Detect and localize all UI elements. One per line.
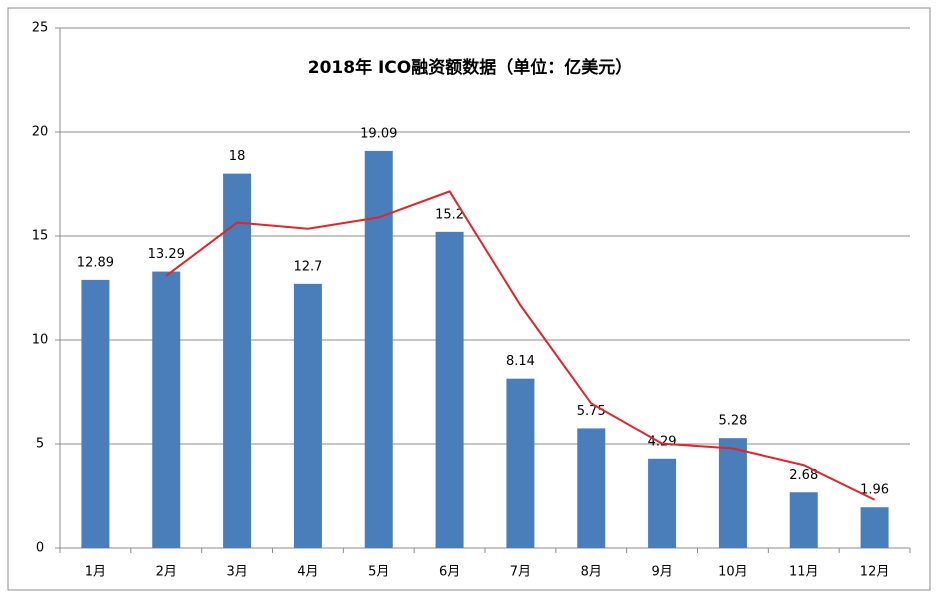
x-tick-label: 9月 — [651, 565, 672, 580]
x-tick-label: 6月 — [439, 565, 460, 580]
data-label: 15.2 — [435, 207, 464, 222]
bar — [152, 271, 181, 548]
x-tick-label: 3月 — [226, 565, 247, 580]
x-tick-label: 5月 — [368, 565, 389, 580]
data-label: 18 — [229, 149, 246, 164]
trend-line — [165, 190, 876, 501]
x-tick-label: 10月 — [718, 565, 748, 580]
data-label: 19.09 — [360, 126, 397, 141]
y-tick-label: 15 — [32, 229, 49, 244]
chart-title: 2018年 ICO融资额数据（单位：亿美元） — [308, 57, 633, 78]
y-tick-label: 0 — [36, 541, 44, 556]
data-label: 13.29 — [148, 247, 185, 262]
data-label: 12.89 — [77, 255, 114, 270]
x-tick-label: 11月 — [789, 565, 819, 580]
bar — [364, 150, 393, 549]
data-label: 5.75 — [577, 404, 606, 419]
bar — [860, 507, 889, 548]
bar — [506, 378, 535, 548]
bar — [223, 173, 252, 548]
bar — [435, 231, 464, 548]
y-tick-label: 5 — [36, 437, 44, 452]
data-label: 12.7 — [293, 259, 322, 274]
bar — [293, 283, 322, 548]
bar — [81, 279, 110, 548]
data-label: 8.14 — [506, 354, 535, 369]
y-tick-label: 25 — [32, 21, 49, 36]
x-tick-label: 2月 — [156, 565, 177, 580]
data-label: 1.96 — [860, 483, 889, 498]
data-label: 5.28 — [718, 414, 747, 429]
x-tick-label: 12月 — [860, 565, 890, 580]
data-label: 4.29 — [648, 434, 677, 449]
data-label: 2.68 — [789, 468, 818, 483]
bar — [718, 438, 747, 548]
bar — [789, 492, 818, 548]
x-tick-label: 7月 — [510, 565, 531, 580]
bar — [648, 458, 677, 548]
x-tick-label: 1月 — [85, 565, 106, 580]
y-tick-label: 10 — [32, 333, 49, 348]
bar — [577, 428, 606, 548]
x-tick-label: 8月 — [581, 565, 602, 580]
x-tick-label: 4月 — [297, 565, 318, 580]
y-tick-label: 20 — [32, 125, 49, 140]
